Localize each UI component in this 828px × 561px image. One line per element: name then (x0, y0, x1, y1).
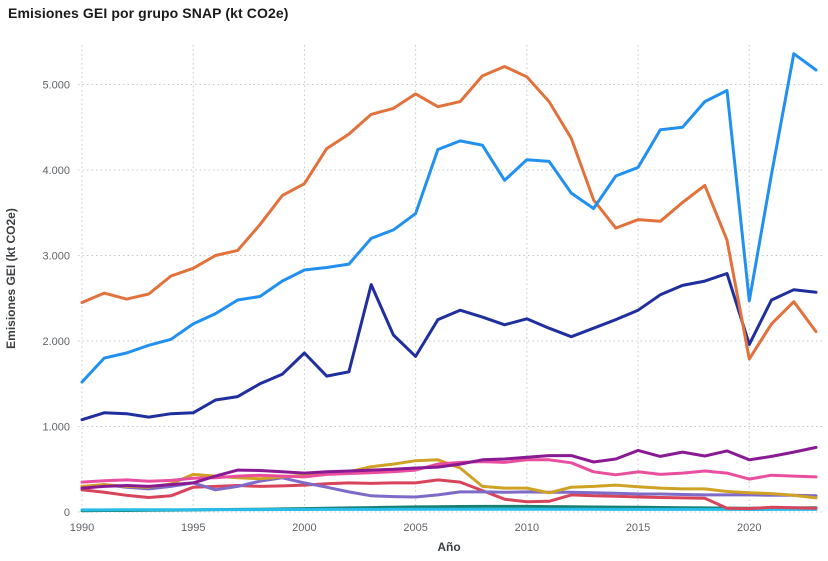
y-tick-label: 5.000 (42, 80, 70, 92)
series-line-pink (80, 458, 818, 484)
y-tick-label: 4.000 (42, 165, 70, 177)
x-axis-title: Año (437, 540, 460, 554)
x-tick-label: 1990 (70, 522, 94, 534)
series-line-navy (80, 272, 818, 422)
x-tick-label: 2005 (403, 522, 427, 534)
y-tick-label: 0 (64, 507, 70, 519)
series-line-orange (80, 65, 818, 361)
x-tick-label: 2015 (626, 522, 650, 534)
x-tick-label: 2000 (292, 522, 316, 534)
y-tick-label: 3.000 (42, 251, 70, 263)
x-tick-label: 2010 (515, 522, 539, 534)
chart-title: Emisiones GEI por grupo SNAP (kt CO2e) (8, 5, 289, 21)
y-axis-title: Emisiones GEI (kt CO2e) (4, 208, 18, 349)
x-tick-label: 1995 (181, 522, 205, 534)
y-tick-label: 2.000 (42, 336, 70, 348)
series-line-light-blue (80, 52, 818, 384)
series-line-cyan (80, 507, 818, 512)
series-line-slate-purple (80, 476, 818, 499)
series-line-dark-purple (80, 445, 818, 490)
x-tick-label: 2020 (737, 522, 761, 534)
y-tick-label: 1.000 (42, 422, 70, 434)
